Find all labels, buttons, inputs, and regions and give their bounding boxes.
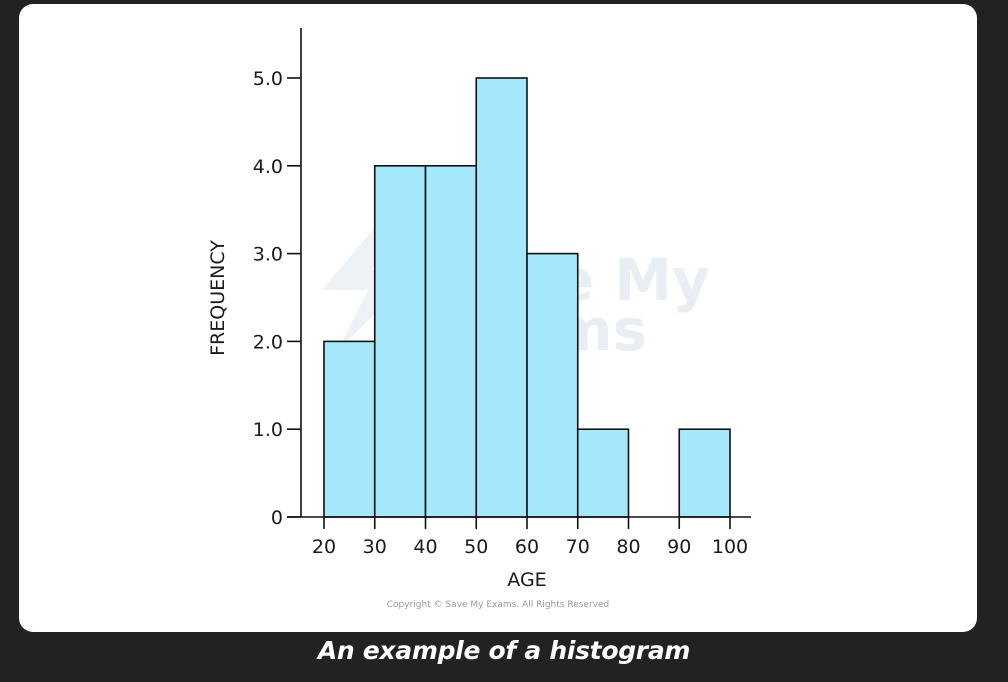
y-tick-label: 0	[271, 507, 283, 529]
histogram-bar-50-60	[475, 77, 528, 518]
histogram-bar-40-50	[424, 165, 478, 518]
y-tick-label: 3.0	[253, 244, 283, 266]
copyright-notice: Copyright © Save My Exams. All Rights Re…	[387, 600, 609, 610]
histogram-bar-70-80	[576, 428, 630, 518]
axes	[287, 28, 751, 518]
x-ticks: 20 30 40 50 60 70 80 90 100	[312, 517, 748, 558]
y-axis-title: FREQUENCY	[207, 240, 229, 356]
x-tick-label: 40	[413, 536, 437, 558]
figure-caption: An example of a histogram	[317, 636, 691, 665]
y-tick-label: 2.0	[253, 331, 283, 353]
x-tick-label: 90	[667, 536, 691, 558]
x-tick-label: 80	[616, 536, 640, 558]
x-tick-label: 100	[712, 536, 748, 558]
histogram-bar-30-40	[373, 165, 427, 518]
x-axis-title: AGE	[507, 569, 546, 591]
histogram-bar-90-100	[678, 428, 731, 518]
x-tick-label: 70	[566, 536, 590, 558]
x-tick-label: 50	[464, 536, 488, 558]
watermark-bolt-icon	[322, 215, 420, 350]
x-tick-label: 20	[312, 536, 336, 558]
x-tick-label: 60	[515, 536, 539, 558]
y-tick-label: 1.0	[253, 419, 283, 441]
bars	[323, 77, 731, 518]
y-tick-label: 5.0	[253, 68, 283, 90]
y-tick-label: 4.0	[253, 156, 283, 178]
histogram-bar-20-30	[323, 340, 376, 518]
x-tick-label: 30	[363, 536, 387, 558]
histogram-bar-60-70	[526, 252, 579, 518]
y-ticks: 0 1.0 2.0 3.0 4.0 5.0	[253, 68, 301, 529]
